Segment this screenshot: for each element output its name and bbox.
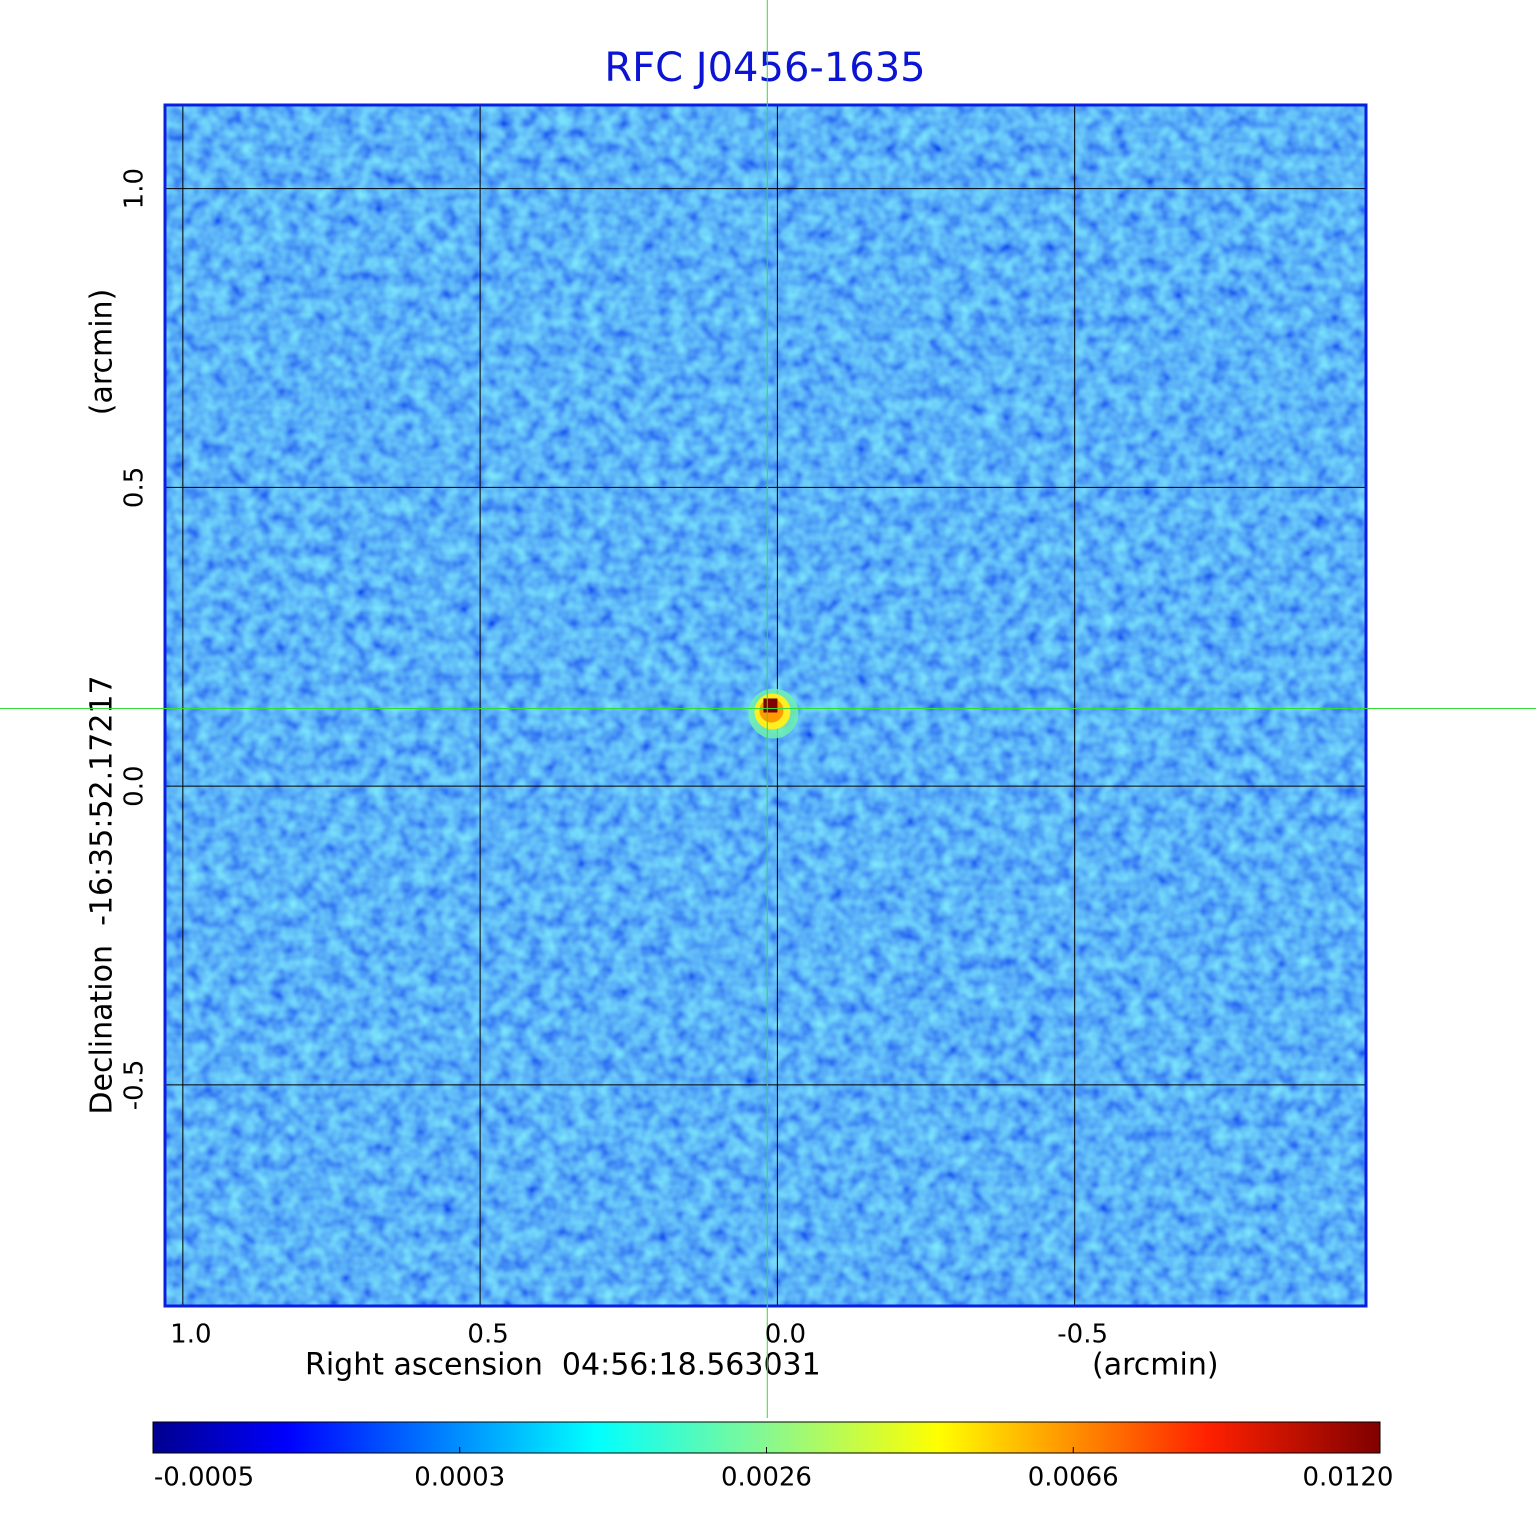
map-marks xyxy=(165,105,1366,1306)
x-tick-label: 0.5 xyxy=(467,1320,508,1350)
x-axis-unit: (arcmin) xyxy=(1092,1348,1219,1383)
y-tick-label: 0.5 xyxy=(120,467,150,508)
y-tick-label: -0.5 xyxy=(120,1060,150,1111)
x-tick-label: -0.5 xyxy=(1057,1320,1108,1350)
y-axis-unit: (arcmin) xyxy=(85,289,120,416)
source-peak xyxy=(763,698,778,713)
colorbar-tick-label: -0.0005 xyxy=(154,1463,254,1493)
colorbar-tick-label: 0.0003 xyxy=(414,1463,505,1493)
y-axis-label: Declination -16:35:52.17217 xyxy=(85,675,120,1114)
colorbar-tick-label: 0.0120 xyxy=(1303,1463,1394,1493)
colorbar-tick-label: 0.0026 xyxy=(721,1463,812,1493)
x-axis-label: Right ascension 04:56:18.563031 xyxy=(305,1348,821,1383)
x-tick-label: 1.0 xyxy=(170,1320,211,1350)
map-frame xyxy=(163,103,1368,1308)
overlay xyxy=(0,0,1536,1418)
colorbar-tick-label: 0.0066 xyxy=(1028,1463,1119,1493)
y-tick-label: 1.0 xyxy=(120,168,150,209)
y-tick-label: 0.0 xyxy=(120,765,150,806)
x-tick-label: 0.0 xyxy=(765,1320,806,1350)
chart-title: RFC J0456-1635 xyxy=(604,45,925,91)
